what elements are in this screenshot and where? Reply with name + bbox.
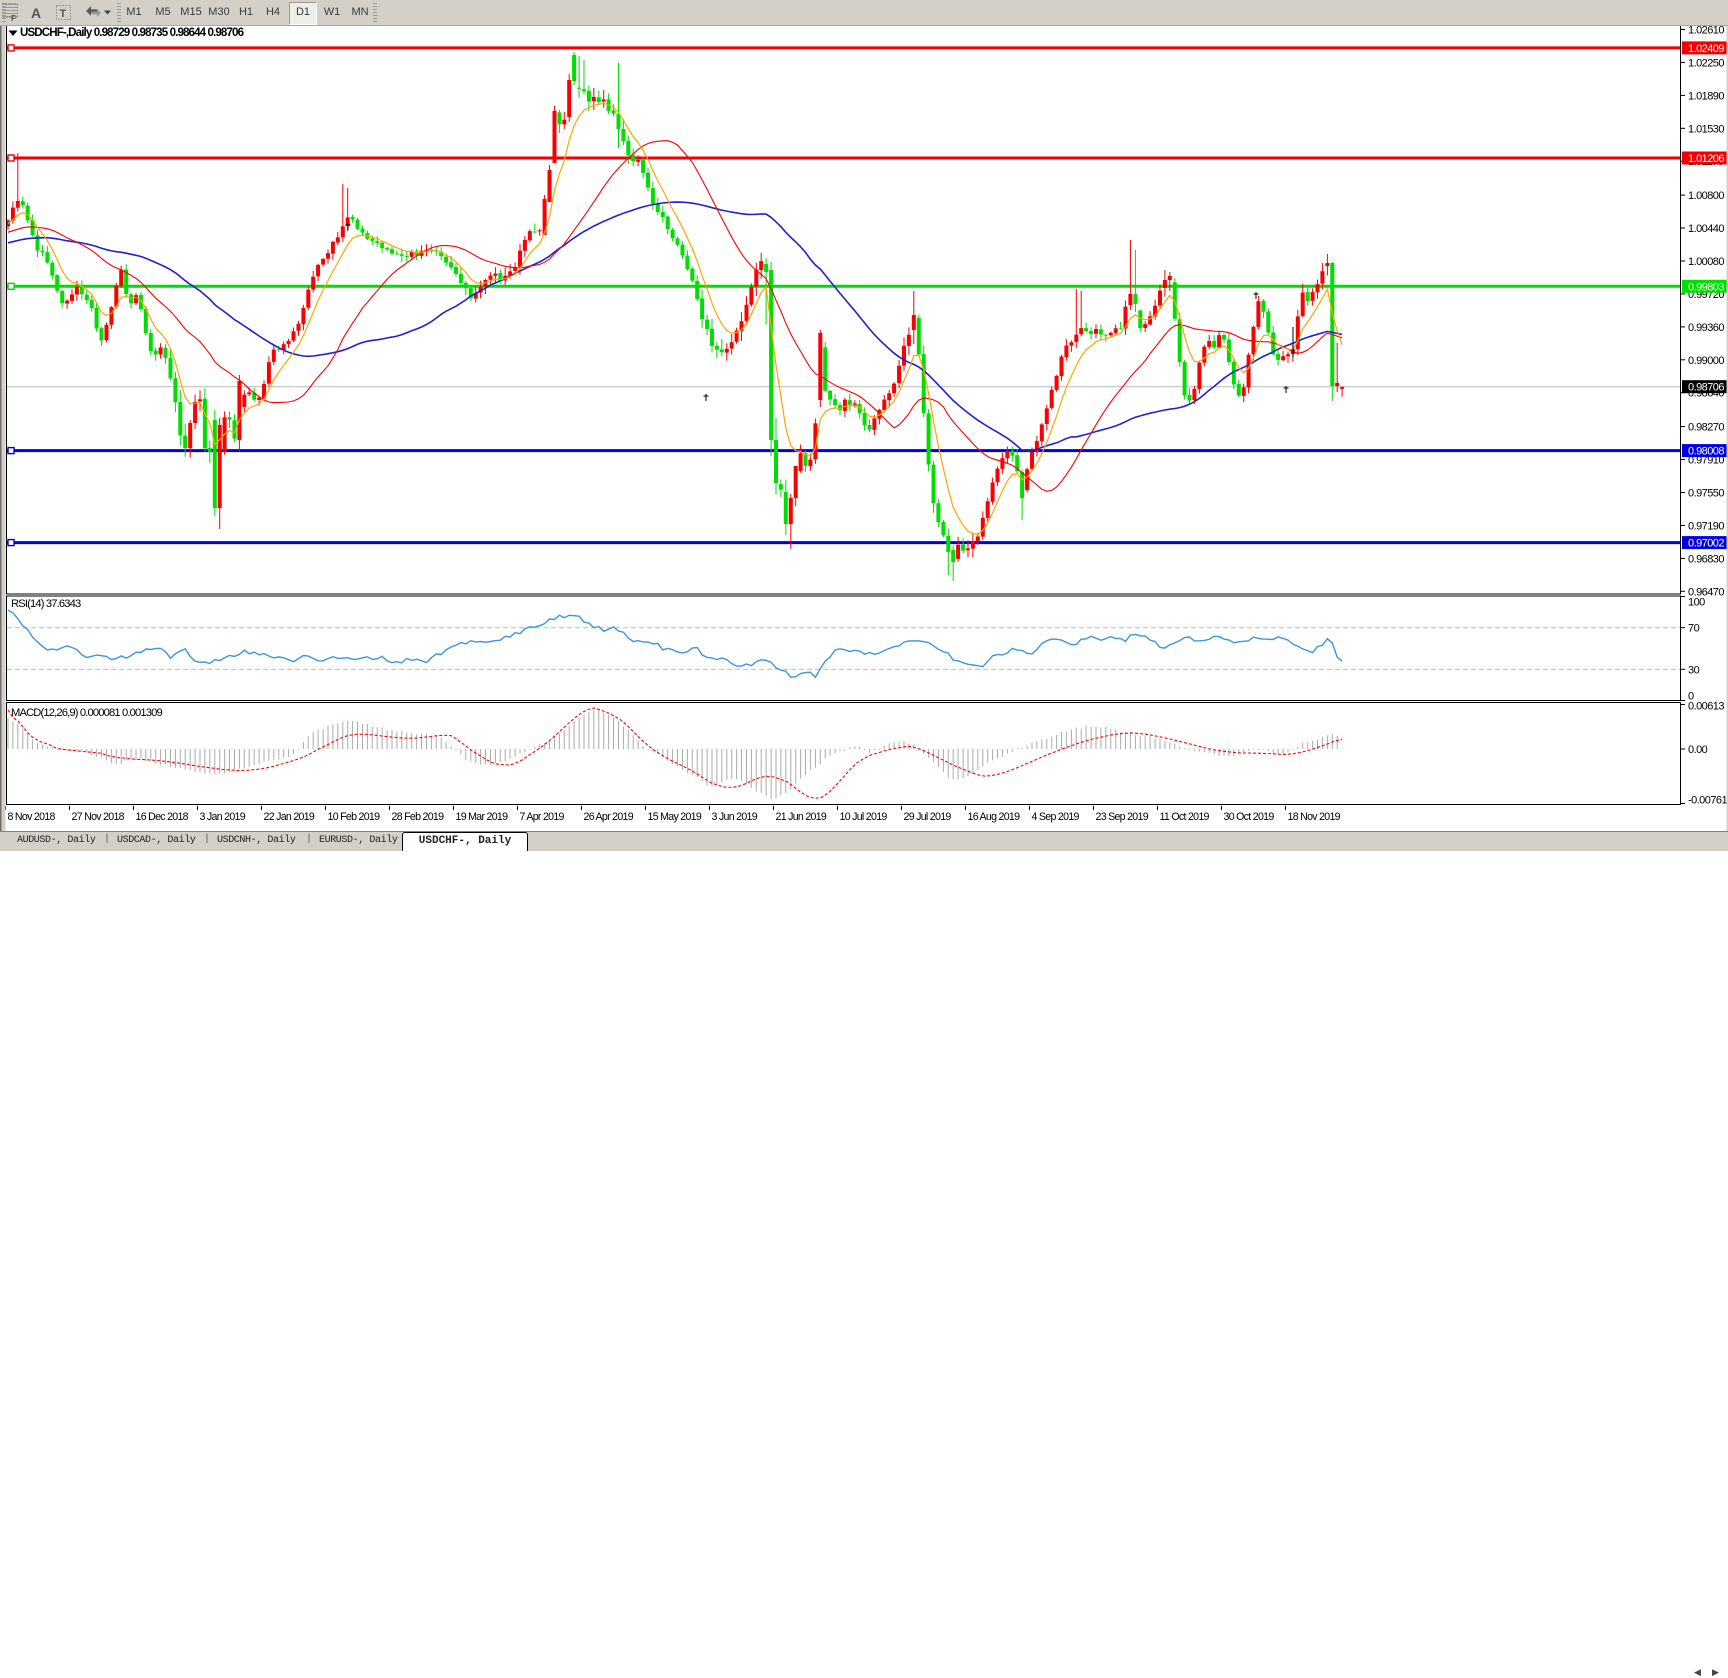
svg-text:19 Mar 2019: 19 Mar 2019 [456, 811, 509, 823]
svg-text:26 Apr 2019: 26 Apr 2019 [584, 811, 634, 823]
svg-text:1.00800: 1.00800 [1688, 190, 1724, 202]
svg-text:23 Sep 2019: 23 Sep 2019 [1096, 811, 1149, 823]
svg-text:0.96830: 0.96830 [1688, 553, 1724, 565]
svg-text:1.02409: 1.02409 [1688, 43, 1724, 55]
svg-text:28 Feb 2019: 28 Feb 2019 [392, 811, 445, 823]
svg-text:1.00440: 1.00440 [1688, 223, 1724, 235]
svg-text:0.00613: 0.00613 [1688, 701, 1724, 713]
svg-text:30 Oct 2019: 30 Oct 2019 [1224, 811, 1275, 823]
svg-text:0.99803: 0.99803 [1688, 281, 1724, 293]
svg-text:0.97002: 0.97002 [1688, 538, 1724, 550]
svg-text:MACD(12,26,9) 0.000081 0.00130: MACD(12,26,9) 0.000081 0.001309 [11, 707, 163, 719]
svg-text:70: 70 [1688, 623, 1700, 635]
svg-text:100: 100 [1688, 597, 1705, 609]
svg-text:A: A [31, 5, 41, 21]
svg-text:8 Nov 2018: 8 Nov 2018 [8, 811, 56, 823]
svg-text:30: 30 [1688, 664, 1700, 676]
svg-text:7 Apr 2019: 7 Apr 2019 [520, 811, 565, 823]
svg-text:0.98270: 0.98270 [1688, 422, 1724, 434]
svg-text:27 Nov 2018: 27 Nov 2018 [72, 811, 125, 823]
svg-text:15 May 2019: 15 May 2019 [648, 811, 702, 823]
svg-text:0.99000: 0.99000 [1688, 355, 1724, 367]
svg-text:0.99360: 0.99360 [1688, 322, 1724, 334]
svg-text:4 Sep 2019: 4 Sep 2019 [1032, 811, 1080, 823]
svg-text:0.97550: 0.97550 [1688, 488, 1724, 500]
svg-text:10 Feb 2019: 10 Feb 2019 [328, 811, 381, 823]
svg-text:11 Oct 2019: 11 Oct 2019 [1160, 811, 1210, 823]
svg-text:-0.007612: -0.007612 [1688, 795, 1728, 807]
svg-text:3 Jun 2019: 3 Jun 2019 [712, 811, 758, 823]
svg-text:16 Dec 2018: 16 Dec 2018 [136, 811, 189, 823]
svg-text:0.00: 0.00 [1688, 744, 1708, 756]
svg-text:1.02250: 1.02250 [1688, 57, 1724, 69]
svg-text:1.01206: 1.01206 [1688, 153, 1724, 165]
svg-text:18 Nov 2019: 18 Nov 2019 [1288, 811, 1341, 823]
svg-text:T: T [60, 8, 67, 20]
svg-text:0.97190: 0.97190 [1688, 520, 1724, 532]
svg-text:USDCHF-,Daily 0.98729 0.98735: USDCHF-,Daily 0.98729 0.98735 0.98644 0.… [20, 26, 245, 39]
svg-text:22 Jan 2019: 22 Jan 2019 [264, 811, 315, 823]
svg-text:1.01530: 1.01530 [1688, 123, 1724, 135]
svg-text:1.01890: 1.01890 [1688, 90, 1724, 102]
svg-text:0.98706: 0.98706 [1688, 382, 1724, 394]
svg-text:F: F [11, 14, 16, 23]
svg-text:10 Jul 2019: 10 Jul 2019 [840, 811, 888, 823]
svg-text:3 Jan 2019: 3 Jan 2019 [200, 811, 246, 823]
svg-text:1.02610: 1.02610 [1688, 25, 1724, 37]
svg-text:1.00080: 1.00080 [1688, 256, 1724, 268]
svg-text:RSI(14) 37.6343: RSI(14) 37.6343 [11, 598, 81, 610]
svg-text:29 Jul 2019: 29 Jul 2019 [904, 811, 952, 823]
svg-text:21 Jun 2019: 21 Jun 2019 [776, 811, 827, 823]
svg-text:0.98008: 0.98008 [1688, 446, 1724, 458]
svg-text:16 Aug 2019: 16 Aug 2019 [968, 811, 1021, 823]
